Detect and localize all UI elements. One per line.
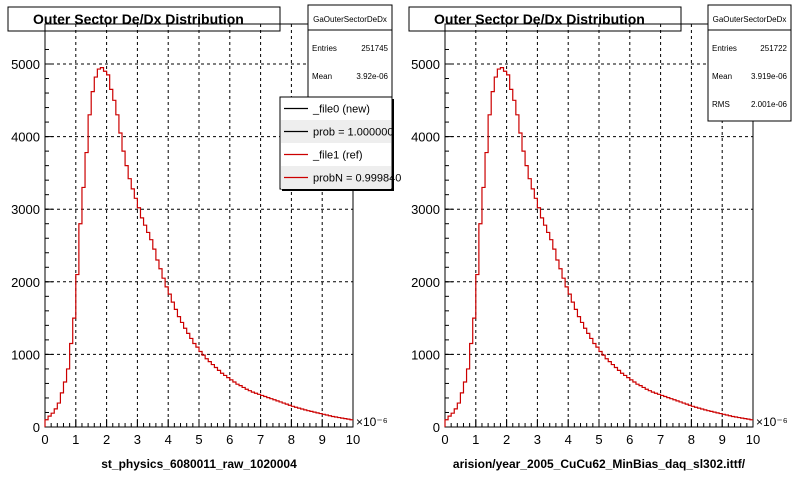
y-tick-label: 5000 bbox=[411, 57, 440, 72]
legend-entry: _file0 (new) bbox=[312, 104, 370, 116]
chart-right: Outer Sector De/Dx Distribution 0 1 2 3 4 5 6 7 8… bbox=[408, 4, 792, 471]
chart-title-box bbox=[7, 6, 281, 32]
x-tick-label: 7 bbox=[657, 432, 664, 447]
y-tick-label: 1000 bbox=[411, 347, 440, 362]
x-tick-label: 2 bbox=[503, 432, 510, 447]
x-tick-label: 3 bbox=[534, 432, 541, 447]
stats-row-value: 251745 bbox=[361, 44, 388, 53]
x-tick-label: 4 bbox=[165, 432, 172, 447]
x-tick-label: 0 bbox=[441, 432, 448, 447]
x-tick-label: 10 bbox=[746, 432, 760, 447]
stats-row-value: 3.92e-06 bbox=[356, 72, 388, 81]
stats-row-label: Entries bbox=[312, 44, 337, 53]
x-tick-label: 1 bbox=[72, 432, 79, 447]
stats-row-label: Mean bbox=[712, 72, 732, 81]
y-tick-label: 0 bbox=[433, 420, 440, 435]
legend-entry: _file1 (ref) bbox=[312, 150, 363, 162]
x-tick-label: 6 bbox=[626, 432, 633, 447]
chart-title: Outer Sector De/Dx Distribution bbox=[434, 11, 645, 27]
stats-row-label: Entries bbox=[712, 44, 737, 53]
y-tick-label: 0 bbox=[33, 420, 40, 435]
x-tick-label: 3 bbox=[134, 432, 141, 447]
stats-row-value: 251722 bbox=[760, 44, 787, 53]
x-tick-label: 2 bbox=[103, 432, 110, 447]
stats-row-label: Mean bbox=[312, 72, 332, 81]
chart-title: Outer Sector De/Dx Distribution bbox=[33, 11, 244, 27]
x-tick-label: 6 bbox=[226, 432, 233, 447]
legend-entry: prob = 1.000000 bbox=[313, 127, 393, 139]
y-tick-label: 5000 bbox=[11, 57, 40, 72]
chart-title-box bbox=[408, 6, 682, 32]
x-tick-label: 5 bbox=[195, 432, 202, 447]
x-exponent-label: ×10⁻⁶ bbox=[756, 415, 788, 429]
y-tick-label: 2000 bbox=[411, 275, 440, 290]
x-tick-label: 5 bbox=[595, 432, 602, 447]
x-tick-label: 8 bbox=[688, 432, 695, 447]
stats-name: GaOuterSectorDeDx bbox=[713, 15, 787, 24]
legend-row-shade bbox=[281, 120, 391, 143]
y-tick-label: 4000 bbox=[411, 130, 440, 145]
x-tick-label: 7 bbox=[257, 432, 264, 447]
stats-box bbox=[707, 4, 792, 122]
x-axis-label: st_physics_6080011_raw_1020004 bbox=[101, 457, 297, 471]
x-tick-label: 0 bbox=[41, 432, 48, 447]
stats-name: GaOuterSectorDeDx bbox=[313, 15, 387, 24]
stats-box bbox=[307, 4, 393, 99]
y-tick-label: 3000 bbox=[411, 202, 440, 217]
stats-row-value: 2.001e-06 bbox=[751, 100, 788, 109]
y-tick-label: 3000 bbox=[11, 202, 40, 217]
histogram-series-0 bbox=[444, 67, 753, 427]
x-tick-label: 10 bbox=[346, 432, 360, 447]
chart-left: Outer Sector De/Dx Distribution 0 1 2 3 4 5 6 7 8… bbox=[7, 4, 401, 471]
y-tick-label: 2000 bbox=[11, 275, 40, 290]
x-axis-label: arision/year_2005_CuCu62_MinBias_daq_sl3… bbox=[453, 457, 746, 471]
histogram-series-0 bbox=[44, 67, 353, 427]
x-tick-label: 4 bbox=[565, 432, 572, 447]
y-tick-label: 4000 bbox=[11, 130, 40, 145]
stats-row-label: RMS bbox=[712, 100, 730, 109]
x-tick-label: 8 bbox=[288, 432, 295, 447]
x-tick-label: 9 bbox=[319, 432, 326, 447]
x-tick-label: 9 bbox=[719, 432, 726, 447]
legend-entry: probN = 0.999840 bbox=[313, 173, 401, 185]
y-tick-label: 1000 bbox=[11, 347, 40, 362]
stats-row-value: 3.919e-06 bbox=[751, 72, 788, 81]
legend-row-shade bbox=[281, 166, 391, 189]
x-tick-label: 1 bbox=[472, 432, 479, 447]
x-exponent-label: ×10⁻⁶ bbox=[356, 415, 388, 429]
